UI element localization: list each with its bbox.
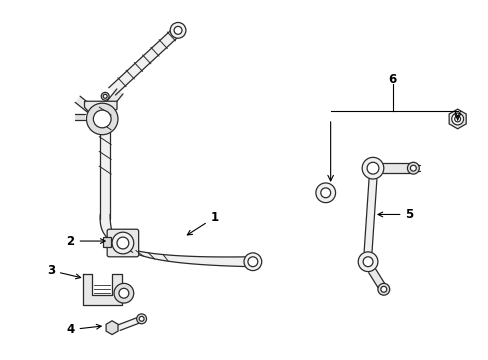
FancyBboxPatch shape: [107, 229, 139, 257]
Circle shape: [117, 237, 128, 249]
Circle shape: [139, 316, 144, 321]
Circle shape: [137, 314, 146, 324]
Circle shape: [247, 257, 257, 267]
Circle shape: [366, 162, 378, 174]
Circle shape: [409, 165, 415, 171]
Circle shape: [407, 162, 418, 174]
Polygon shape: [382, 163, 409, 173]
Polygon shape: [364, 179, 376, 252]
Circle shape: [119, 288, 128, 298]
Polygon shape: [100, 101, 110, 219]
Polygon shape: [75, 114, 84, 120]
Polygon shape: [108, 27, 181, 95]
Circle shape: [358, 252, 377, 271]
Text: 4: 4: [66, 323, 101, 336]
Circle shape: [244, 253, 261, 271]
Polygon shape: [118, 317, 141, 330]
Polygon shape: [412, 165, 419, 171]
Polygon shape: [100, 215, 249, 267]
Polygon shape: [448, 109, 465, 129]
Polygon shape: [106, 321, 118, 334]
Circle shape: [315, 183, 335, 203]
Circle shape: [377, 283, 389, 295]
Circle shape: [380, 286, 386, 292]
Circle shape: [174, 26, 182, 34]
Text: 1: 1: [187, 211, 218, 235]
Polygon shape: [104, 89, 123, 110]
Bar: [103, 237, 111, 247]
Text: 6: 6: [388, 73, 396, 86]
Polygon shape: [82, 274, 122, 305]
Circle shape: [101, 93, 109, 100]
Circle shape: [103, 94, 107, 98]
Text: 2: 2: [66, 235, 105, 248]
Circle shape: [320, 188, 330, 198]
Circle shape: [363, 257, 372, 267]
Text: 5: 5: [377, 208, 413, 221]
Circle shape: [451, 113, 463, 125]
Text: 3: 3: [47, 264, 81, 279]
Polygon shape: [368, 269, 385, 288]
Circle shape: [86, 103, 118, 135]
Circle shape: [112, 232, 133, 254]
Polygon shape: [84, 101, 117, 114]
Polygon shape: [75, 96, 95, 114]
Circle shape: [362, 157, 383, 179]
Circle shape: [454, 116, 460, 122]
Circle shape: [114, 283, 133, 303]
Circle shape: [170, 22, 185, 38]
Circle shape: [93, 110, 111, 128]
